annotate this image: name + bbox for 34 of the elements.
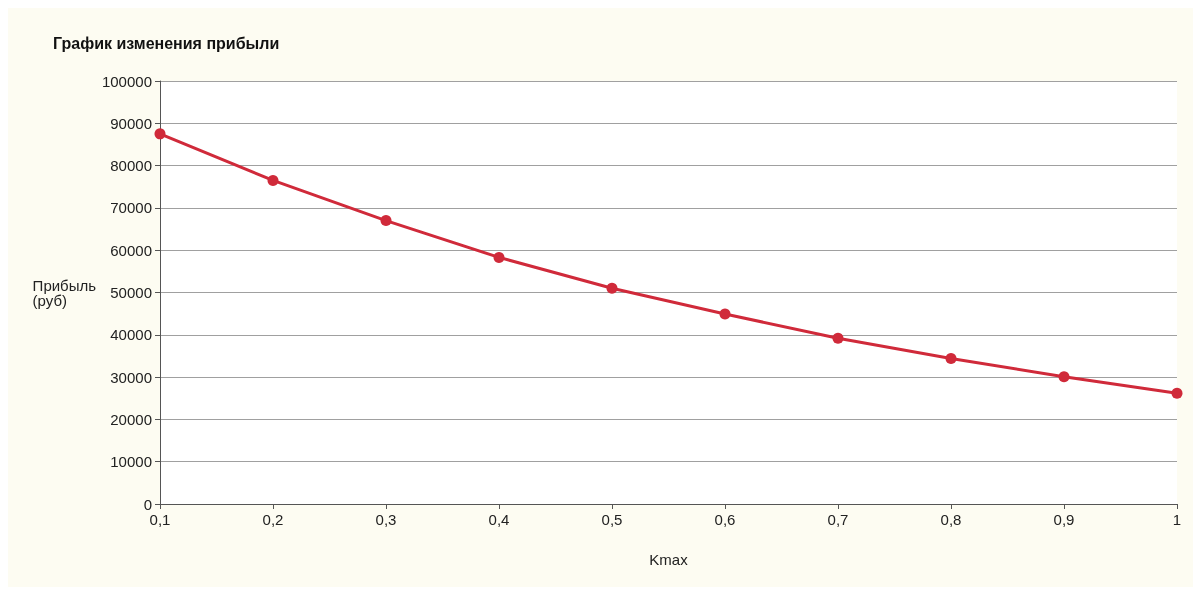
point [493, 251, 505, 263]
y-tick-label: 90000 [110, 114, 152, 132]
point [719, 308, 731, 320]
x-tick-label: 0,3 [375, 511, 397, 528]
y-axis-title: Прибыль (руб) [32, 276, 97, 309]
x-tick-label: 0,2 [262, 511, 284, 528]
point [945, 352, 957, 364]
y-tick-label: 20000 [110, 410, 152, 428]
y-tick-label: 40000 [110, 326, 152, 344]
x-tick-label: 0,9 [1053, 511, 1075, 528]
y-tick-label: 0 [143, 495, 152, 513]
x-tick-label: 0,7 [827, 511, 849, 528]
x-tick-label: 1 [1172, 511, 1182, 528]
point [1058, 371, 1070, 383]
y-tick-label: 50000 [110, 284, 152, 301]
x-tick-label: 0,4 [488, 511, 510, 528]
x-axis-title: Kmax [649, 551, 689, 568]
y-tick-label: 30000 [110, 368, 152, 386]
chart-title: График изменения прибыли [53, 34, 280, 52]
point [1171, 387, 1183, 399]
point [380, 215, 392, 227]
point [267, 174, 279, 186]
point [832, 332, 844, 344]
point [154, 128, 166, 140]
x-tick-label: 0,5 [601, 511, 623, 528]
point [606, 282, 618, 294]
x-tick-label: 0,1 [149, 511, 171, 528]
y-tick-label: 100000 [101, 72, 152, 90]
y-tick-label: 80000 [110, 157, 152, 175]
y-tick-label: 60000 [110, 241, 152, 259]
y-tick-label: 10000 [110, 453, 152, 471]
x-tick-label: 0,8 [940, 511, 962, 528]
x-tick-label: 0,6 [714, 511, 736, 528]
y-tick-label: 70000 [110, 199, 152, 217]
